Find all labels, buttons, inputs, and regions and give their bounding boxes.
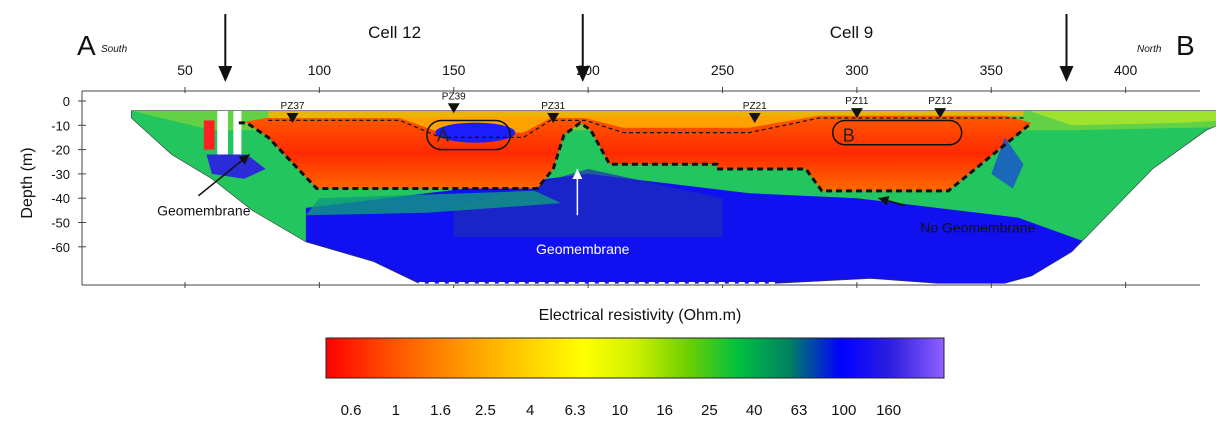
piezometer-label: PZ12 [928,96,952,107]
x-tick-label: 100 [308,62,332,78]
y-tick-label: 0 [63,94,70,109]
piezometer-label: PZ37 [281,101,305,112]
piezometer-label: PZ39 [442,91,466,102]
colorbar [325,337,945,379]
resistivity-section [131,98,1216,284]
y-tick-label: -30 [51,167,70,182]
zone-label: A [437,125,449,145]
south-conductive-strip [203,120,215,150]
piezometer-marker [748,113,761,124]
x-tick-label: 300 [845,62,869,78]
north-resistive-patch [991,137,1024,189]
profile-start-sublabel: South [101,44,128,55]
annotation-arrow-head [572,169,583,180]
piezometer-marker [447,103,460,114]
surface-band-north [1028,110,1216,126]
x-tick-label: 50 [177,62,193,78]
piezometer-marker [850,108,863,119]
piezometers: PZ37 PZ39 PZ31 PZ21 PZ11 PZ12 [281,91,953,124]
profile-start-label: A [77,30,96,61]
colorbar-tick-label: 4 [526,402,534,419]
piezometer-label: PZ21 [743,101,767,112]
colorbar-tick-label: 100 [831,402,856,419]
colorbar-tick-label: 1 [392,402,400,419]
colorbar-tick-label: 25 [701,402,718,419]
colorbar-tick-label: 10 [611,402,628,419]
colorbar-title: Electrical resistivity (Ohm.m) [539,307,742,324]
cell-label: Cell 9 [830,23,873,42]
y-tick-label: -10 [51,118,70,133]
x-tick-label: 150 [442,62,466,78]
piezometer-marker [934,108,947,119]
annotation-arrow-head [238,154,250,165]
x-axis: 50100150200250300350400450 [177,62,1138,288]
y-axis-label: Depth (m) [19,147,36,218]
annotation-label: Geomembrane [157,202,251,218]
piezometer-marker [547,113,560,124]
colorbar-tick-label: 160 [876,402,901,419]
y-tick-label: -60 [51,240,70,255]
colorbar-tick-label: 1.6 [430,402,451,419]
waste-base-boundary [238,121,1033,193]
y-tick-label: -40 [51,191,70,206]
profile-end-labels: A South North B [77,30,1195,61]
cell-boundary-arrows [218,14,1074,82]
profile-end-label: B [1176,30,1195,61]
zone-label: B [843,125,855,145]
colorbar-tick-label: 63 [791,402,808,419]
annotation-arrow [197,153,250,197]
resistive-core [453,169,723,238]
section-outline [131,110,1216,284]
y-tick-label: -20 [51,143,70,158]
no-data-gap [233,110,242,155]
x-tick-label: 350 [980,62,1004,78]
x-tick-label: 400 [1114,62,1138,78]
colorbar-tick-label: 6.3 [565,402,586,419]
cell-label: Cell 12 [368,23,421,42]
annotation-label: Geomembrane [536,241,630,257]
profile-end-sublabel: North [1137,44,1162,55]
colorbar-tick-label: 0.6 [341,402,362,419]
boundary-arrow-head [218,66,233,82]
waste-top-boundary [268,117,1024,138]
annotation-label: No Geomembrane [920,219,1035,235]
x-tick-label: 250 [711,62,735,78]
y-axis: 0 -10 -20 -30 -40 -50 -60 [51,91,86,285]
boundary-arrow-head [1059,66,1074,82]
colorbar-tick-label: 16 [656,402,673,419]
x-tick-label: 200 [576,62,600,78]
boundary-arrow-head [575,66,590,82]
waste-boundaries [238,117,1033,285]
south-resistive-patch [206,154,266,179]
y-tick-label: -50 [51,216,70,231]
transition-band [305,190,562,216]
annotation-arrow-head [878,195,890,206]
piezometer-label: PZ11 [845,96,869,107]
colorbar-tick-label: 40 [746,402,763,419]
colorbar-tick-label: 2.5 [475,402,496,419]
colorbar-ticks: 0.6 1 1.6 2.5 4 6.3 10 16 25 40 63 100 160 [341,402,902,419]
cell-labels: Cell 12 Cell 9 [368,23,873,42]
zone-outline [426,119,511,151]
piezometer-label: PZ31 [541,101,565,112]
no-data-gap [217,110,228,155]
zone-outline [831,119,963,146]
annotations: Geomembrane Geomembrane No Geomembrane [157,153,1036,257]
piezometer-marker [286,113,299,124]
